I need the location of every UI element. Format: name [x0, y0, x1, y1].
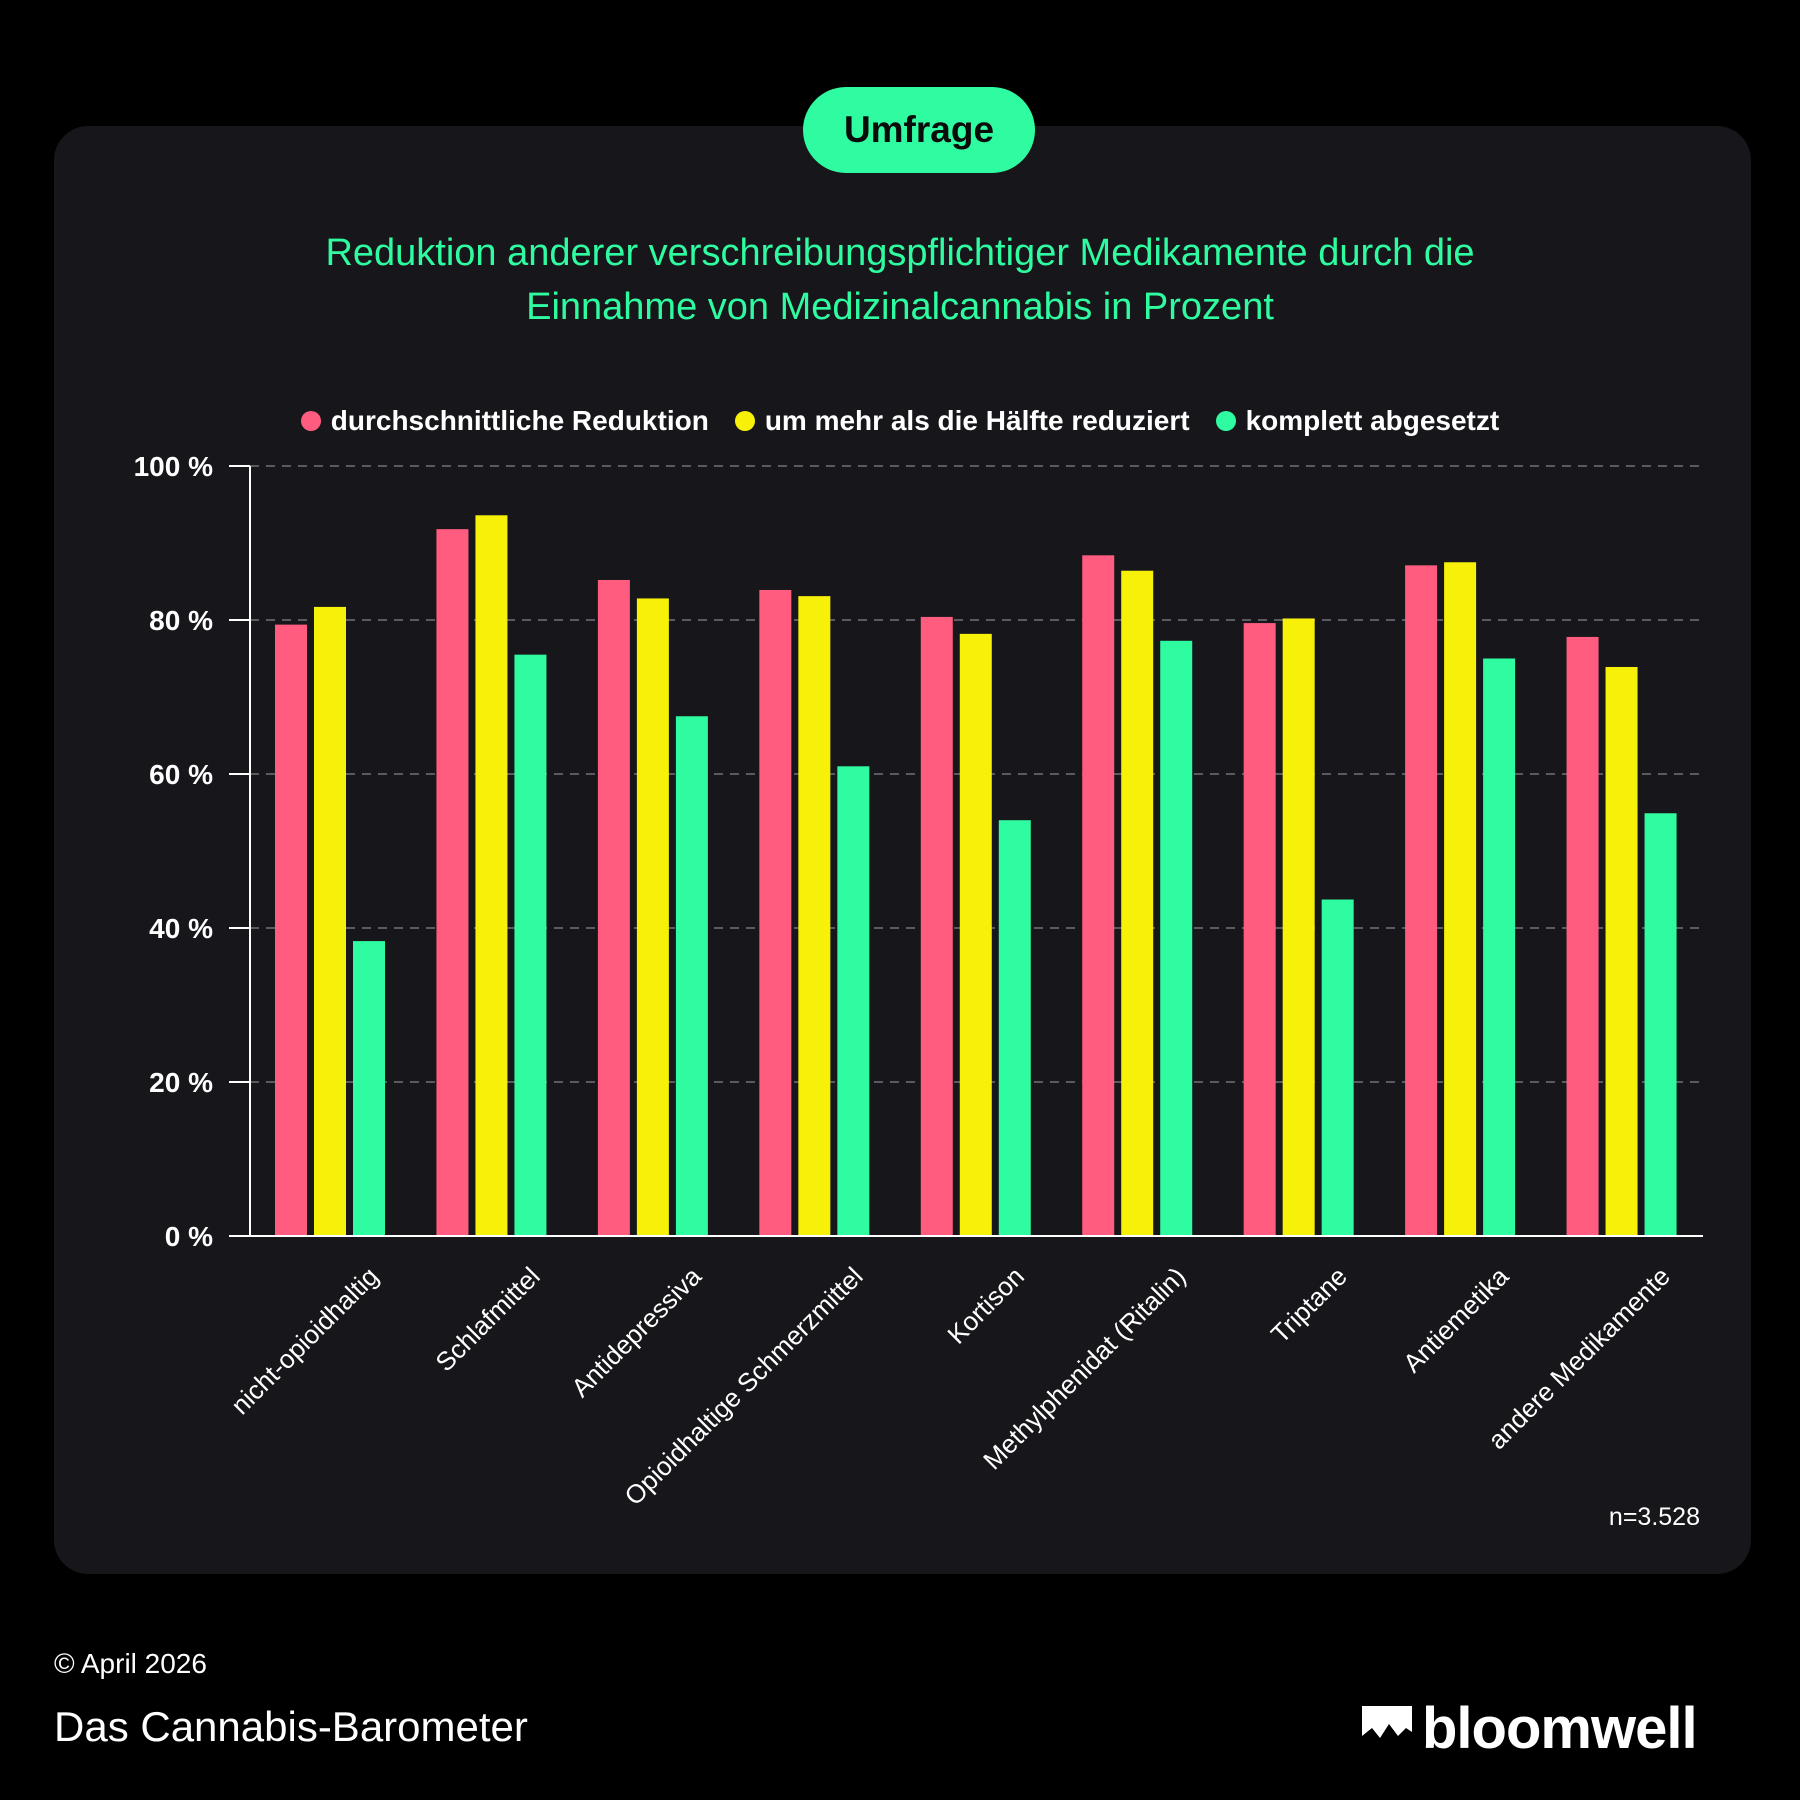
x-tick-label: Kortison — [941, 1261, 1030, 1350]
bars-layer — [275, 515, 1677, 1236]
logo-text: bloomwell — [1422, 1696, 1698, 1761]
sample-size-label: n=3.528 — [1609, 1503, 1700, 1531]
bar-3 — [1483, 658, 1516, 1236]
bar-1 — [1405, 565, 1438, 1236]
x-tick-label: andere Medikamente — [1482, 1261, 1676, 1455]
legend-item-discontinued: komplett abgesetzt — [1215, 405, 1500, 437]
bar-1 — [275, 624, 307, 1236]
bloomwell-logo: bloomwell — [1362, 1695, 1698, 1762]
bar-2 — [1121, 570, 1154, 1236]
chart-title-line-1: Reduktion anderer verschreibungspflichti… — [325, 232, 1475, 274]
x-tick-label: Antiemetika — [1397, 1261, 1515, 1379]
y-tick-label: 60 % — [149, 759, 213, 790]
brand-name: Das Cannabis-Barometer — [54, 1703, 528, 1750]
bar-3 — [514, 654, 547, 1236]
legend-label: um mehr als die Hälfte reduziert — [764, 405, 1190, 436]
chart-title: Reduktion anderer verschreibungspflichti… — [150, 226, 1650, 334]
y-tick-label: 40 % — [149, 913, 213, 944]
bar-3 — [1160, 640, 1193, 1236]
bloomwell-logo-icon — [1362, 1705, 1412, 1752]
bar-1 — [436, 529, 469, 1236]
bar-1 — [1082, 555, 1115, 1236]
bar-1 — [597, 579, 630, 1236]
bar-2 — [1444, 562, 1477, 1236]
bar-2 — [798, 596, 831, 1236]
survey-badge: Umfrage — [803, 87, 1035, 173]
bar-3 — [837, 766, 870, 1236]
bar-2 — [475, 515, 508, 1236]
bar-3 — [353, 941, 385, 1236]
bar-1 — [1243, 623, 1276, 1236]
bar-3 — [1321, 899, 1354, 1236]
y-tick-label: 100 % — [134, 451, 213, 482]
y-tick-label: 80 % — [149, 605, 213, 636]
bar-1 — [1566, 636, 1599, 1236]
x-tick-label: Antidepressiva — [565, 1261, 707, 1403]
legend-item-average-reduction: durchschnittliche Reduktion — [300, 405, 709, 437]
bar-2 — [314, 606, 346, 1236]
bar-2 — [1605, 666, 1638, 1236]
x-tick-label: Schlafmittel — [429, 1261, 545, 1377]
legend-dot-green-icon — [1215, 411, 1236, 431]
y-tick-label: 0 % — [165, 1221, 213, 1252]
bar-2 — [959, 633, 992, 1236]
x-tick-label: Triptane — [1265, 1261, 1353, 1349]
legend-label: durchschnittliche Reduktion — [330, 405, 709, 436]
bar-2 — [636, 598, 669, 1236]
bar-3 — [998, 820, 1031, 1236]
bar-2 — [1282, 618, 1315, 1236]
copyright: © April 2026 — [54, 1648, 207, 1679]
chart-title-line-2: Einnahme von Medizinalcannabis in Prozen… — [526, 286, 1274, 328]
legend-item-more-than-half: um mehr als die Hälfte reduziert — [734, 405, 1190, 437]
x-tick-label: nicht-opioidhaltig — [225, 1261, 384, 1420]
legend-dot-yellow-icon — [734, 411, 755, 431]
legend-dot-pink-icon — [300, 411, 321, 431]
bar-1 — [759, 589, 792, 1236]
legend: durchschnittliche Reduktion um mehr als … — [0, 405, 1800, 437]
bar-3 — [675, 716, 708, 1236]
legend-label: komplett abgesetzt — [1245, 405, 1500, 436]
y-tick-label: 20 % — [149, 1067, 213, 1098]
bar-3 — [1644, 813, 1677, 1236]
bar-1 — [920, 616, 953, 1236]
